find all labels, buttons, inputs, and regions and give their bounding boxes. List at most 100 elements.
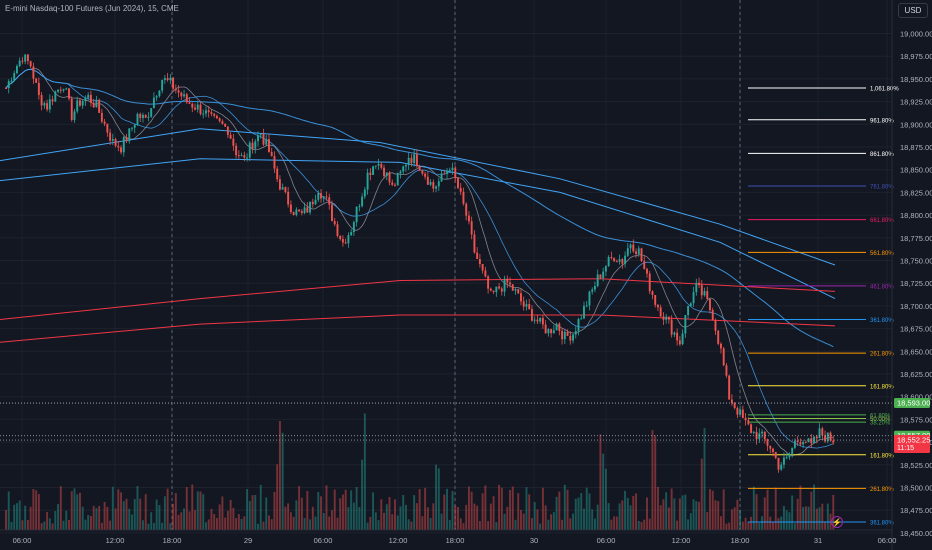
- volume-bar: [824, 521, 827, 530]
- x-tick-label: 12:00: [672, 536, 691, 545]
- volume-bar: [352, 502, 355, 530]
- candle-body: [550, 329, 553, 334]
- volume-bar: [194, 510, 196, 530]
- candle-body: [413, 154, 416, 163]
- volume-bar: [385, 504, 388, 530]
- candle-body: [311, 201, 314, 205]
- candle-body: [684, 315, 687, 334]
- ma-line-200b: [0, 158, 836, 300]
- fib-level-label: 561.80%: [870, 251, 894, 257]
- volume-bar: [793, 523, 796, 530]
- candle-body: [593, 286, 596, 290]
- candle-body: [87, 94, 90, 98]
- volume-bar: [158, 505, 161, 530]
- candle-body: [287, 191, 290, 205]
- candle-body: [29, 61, 32, 67]
- candle-body: [404, 165, 407, 167]
- volume-bar: [235, 518, 238, 530]
- candle-body: [391, 182, 394, 185]
- volume-bar: [344, 489, 347, 530]
- candle-body: [459, 187, 462, 192]
- volume-bar: [489, 503, 492, 530]
- candle-body: [194, 107, 196, 110]
- volume-bar: [43, 521, 46, 530]
- y-tick-label: 18,975.00: [900, 52, 932, 61]
- volume-bar: [213, 513, 216, 530]
- candle-body: [730, 399, 733, 404]
- candle-body: [733, 403, 736, 409]
- volume-bar: [325, 485, 328, 530]
- volume-bar: [476, 505, 479, 530]
- volume-bar: [169, 523, 172, 530]
- volume-bar: [232, 507, 235, 530]
- y-tick-label: 18,700.00: [900, 302, 932, 311]
- volume-bar: [155, 499, 158, 530]
- volume-bar: [26, 520, 29, 530]
- volume-bar: [76, 494, 79, 530]
- volume-bar: [339, 498, 342, 530]
- volume-bar: [714, 500, 717, 530]
- volume-bar: [810, 491, 813, 530]
- candle-body: [243, 155, 246, 158]
- candle-body: [177, 90, 180, 93]
- candle-body: [394, 184, 396, 186]
- candle-body: [424, 173, 427, 177]
- volume-bar: [700, 458, 703, 530]
- candle-body: [347, 235, 350, 244]
- x-tick-label: 18:00: [446, 536, 465, 545]
- lightning-bolt-icon[interactable]: ⚡: [831, 516, 843, 528]
- volume-bar: [730, 509, 733, 530]
- symbol-title[interactable]: E-mini Nasdaq-100 Futures (Jun 2024), 15…: [5, 4, 179, 13]
- candle-body: [807, 438, 810, 443]
- volume-bar: [681, 495, 684, 530]
- volume-bar: [221, 496, 224, 530]
- volume-bar: [503, 513, 506, 530]
- candle-body: [451, 167, 454, 170]
- volume-bar: [552, 512, 555, 530]
- volume-bar: [473, 503, 476, 530]
- volume-bar: [763, 497, 766, 530]
- candle-body: [331, 204, 333, 222]
- volume-bar: [500, 487, 503, 530]
- volume-bar: [637, 520, 640, 530]
- currency-button[interactable]: USD: [898, 3, 928, 18]
- candle-body: [336, 224, 339, 236]
- candle-body: [626, 248, 629, 256]
- y-tick-label: 18,775.00: [900, 234, 932, 243]
- candle-body: [646, 268, 648, 274]
- candle-body: [341, 239, 344, 243]
- volume-bar: [183, 508, 186, 530]
- candle-body: [744, 417, 747, 421]
- candle-body: [410, 157, 413, 163]
- candle-body: [248, 142, 251, 158]
- candle-body: [300, 211, 303, 214]
- volume-bar: [492, 496, 495, 530]
- candle-body: [158, 90, 161, 97]
- fib-level-label: 861.80%: [870, 152, 894, 158]
- volume-bar: [331, 510, 333, 530]
- volume-bar: [388, 496, 391, 530]
- volume-bar: [10, 521, 13, 530]
- candle-body: [774, 451, 777, 458]
- candle-body: [640, 248, 643, 262]
- candle-body: [465, 203, 468, 216]
- volume-bar: [509, 490, 511, 530]
- x-tick-label: 31: [814, 536, 822, 545]
- candle-body: [533, 319, 536, 321]
- candle-body: [747, 420, 750, 425]
- volume-bar: [558, 491, 561, 530]
- volume-bar: [35, 490, 38, 530]
- volume-bar: [402, 494, 405, 530]
- candle-body: [741, 409, 744, 418]
- candle-body: [363, 189, 366, 197]
- volume-bar: [533, 502, 536, 530]
- volume-bar: [457, 506, 459, 530]
- candle-body: [558, 323, 561, 331]
- candle-body: [495, 286, 498, 293]
- candle-body: [621, 259, 624, 264]
- volume-bar: [303, 518, 306, 530]
- candle-body: [221, 121, 224, 125]
- candle-body: [402, 166, 405, 172]
- volume-bar: [761, 516, 763, 530]
